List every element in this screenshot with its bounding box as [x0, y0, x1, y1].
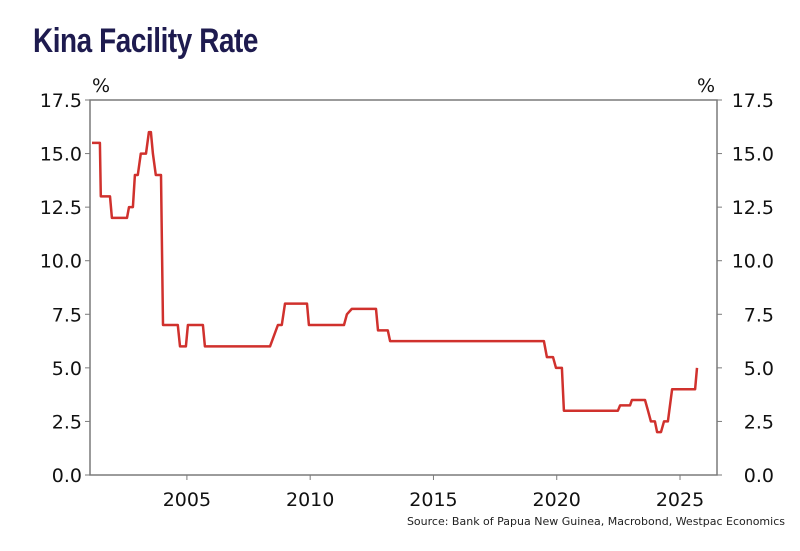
left-y-tick-label: 17.5 — [40, 90, 82, 112]
left-y-tick-label: 15.0 — [40, 144, 82, 166]
x-axis: 2005 2010 2015 2020 2025 — [163, 475, 704, 511]
x-tick-label: 2010 — [286, 489, 334, 511]
right-y-tick-label: 12.5 — [732, 197, 774, 219]
x-tick-label: 2015 — [409, 489, 457, 511]
x-tick-label: 2005 — [163, 489, 211, 511]
right-unit-label: % — [697, 75, 715, 97]
left-y-tick-label: 12.5 — [40, 197, 82, 219]
left-y-tick-label: 5.0 — [52, 358, 82, 380]
right-y-tick-label: 0.0 — [744, 465, 774, 487]
source-note: Source: Bank of Papua New Guinea, Macrob… — [406, 515, 785, 528]
right-y-tick-label: 2.5 — [744, 411, 774, 433]
right-y-tick-label: 10.0 — [732, 251, 774, 273]
right-y-tick-label: 7.5 — [744, 304, 774, 326]
plot-border — [89, 99, 718, 476]
right-y-tick-label: 5.0 — [744, 358, 774, 380]
left-y-tick-label: 7.5 — [52, 304, 82, 326]
right-y-axis: 0.0 2.5 5.0 7.5 10.0 12.5 15.0 17.5 — [717, 90, 774, 487]
right-y-tick-label: 15.0 — [732, 144, 774, 166]
left-y-tick-label: 0.0 — [52, 465, 82, 487]
chart-title: Kina Facility Rate — [33, 22, 259, 60]
left-y-tick-label: 2.5 — [52, 411, 82, 433]
x-tick-label: 2020 — [533, 489, 581, 511]
series-line-kina-facility-rate — [92, 130, 699, 434]
left-y-axis: 0.0 2.5 5.0 7.5 10.0 12.5 15.0 17.5 — [40, 90, 90, 487]
left-y-tick-label: 10.0 — [40, 251, 82, 273]
series-group — [91, 130, 699, 434]
left-unit-label: % — [92, 75, 110, 97]
right-y-tick-label: 17.5 — [732, 90, 774, 112]
x-tick-label: 2025 — [656, 489, 704, 511]
plot-frame — [89, 99, 718, 476]
